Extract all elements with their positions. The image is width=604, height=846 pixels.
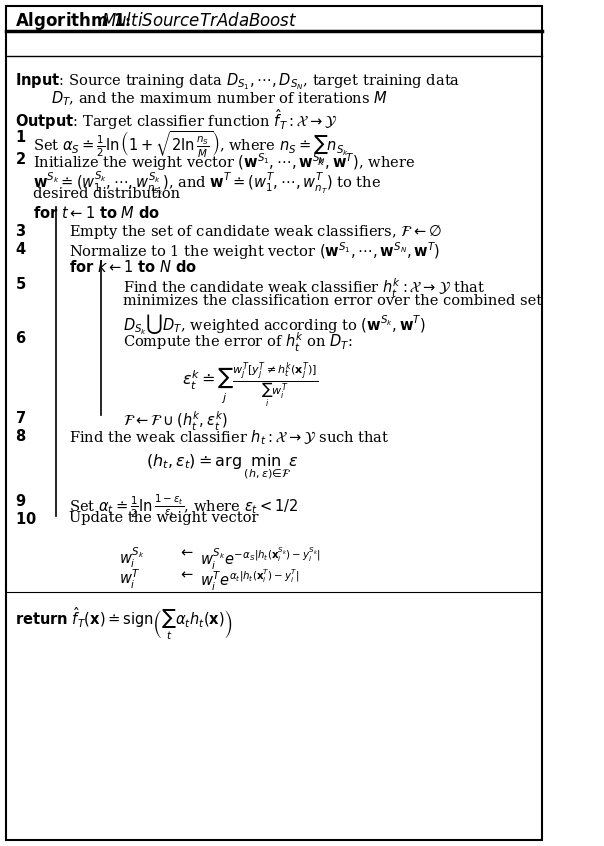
Text: $w_i^Te^{\alpha_t|h_t(\mathbf{x}_i^T)-y_i^T|}$: $w_i^Te^{\alpha_t|h_t(\mathbf{x}_i^T)-y_… — [200, 568, 300, 592]
Text: $\mathbf{9}$: $\mathbf{9}$ — [15, 492, 26, 508]
Text: $w_i^{S_k}e^{-\alpha_S|h_t(\mathbf{x}_i^{S_k})-y_i^{S_k}|}$: $w_i^{S_k}e^{-\alpha_S|h_t(\mathbf{x}_i^… — [200, 546, 321, 572]
Text: Initialize the weight vector $(\mathbf{w}^{S_1},\cdots,\mathbf{w}^{S_N},\mathbf{: Initialize the weight vector $(\mathbf{w… — [33, 151, 415, 173]
Text: Compute the error of $h_t^k$ on $D_T$:: Compute the error of $h_t^k$ on $D_T$: — [123, 330, 353, 354]
Text: $\mathbf{6}$: $\mathbf{6}$ — [15, 330, 27, 346]
Text: $\mathbf{for}\ t\leftarrow 1\ \mathbf{to}\ M\ \mathbf{do}$: $\mathbf{for}\ t\leftarrow 1\ \mathbf{to… — [33, 205, 160, 221]
Text: $\mathbf{7}$: $\mathbf{7}$ — [15, 410, 26, 426]
Text: $w_i^T$: $w_i^T$ — [119, 568, 141, 591]
Text: $w_i^{S_k}$: $w_i^{S_k}$ — [119, 546, 144, 570]
Text: $\it{MultiSourceTrAdaBoost}$: $\it{MultiSourceTrAdaBoost}$ — [101, 13, 297, 30]
Text: Set $\alpha_t\doteq\frac{1}{2}\ln\frac{1-\epsilon_t}{\epsilon_t}$, where $\epsil: Set $\alpha_t\doteq\frac{1}{2}\ln\frac{1… — [69, 492, 298, 520]
Text: $\mathcal{F}\leftarrow\mathcal{F}\cup(h_t^k,\epsilon_t^k)$: $\mathcal{F}\leftarrow\mathcal{F}\cup(h_… — [123, 410, 228, 433]
Text: Empty the set of candidate weak classifiers, $\mathcal{F}\leftarrow\emptyset$: Empty the set of candidate weak classifi… — [69, 222, 442, 240]
Text: $\mathbf{2}$: $\mathbf{2}$ — [15, 151, 26, 167]
Text: $D_T$, and the maximum number of iterations $M$: $D_T$, and the maximum number of iterati… — [51, 89, 388, 107]
Text: $\mathbf{8}$: $\mathbf{8}$ — [15, 428, 26, 444]
Text: $\mathbf{4}$: $\mathbf{4}$ — [15, 240, 27, 256]
Text: $\leftarrow$: $\leftarrow$ — [178, 546, 194, 559]
Text: Find the weak classifier $h_t:\mathcal{X}\rightarrow\mathcal{Y}$ such that: Find the weak classifier $h_t:\mathcal{X… — [69, 428, 390, 447]
Text: $\mathbf{Input}$: Source training data $D_{S_1},\cdots,D_{S_N}$, target training: $\mathbf{Input}$: Source training data $… — [15, 71, 460, 91]
Text: $\mathbf{return}\ \hat{f}_T(\mathbf{x})\doteq\text{sign}\left(\sum_t\alpha_t h_t: $\mathbf{return}\ \hat{f}_T(\mathbf{x})\… — [15, 606, 233, 642]
Text: $(h_t,\epsilon_t)\doteq\arg\min_{(h,\epsilon)\in\mathcal{F}}\epsilon$: $(h_t,\epsilon_t)\doteq\arg\min_{(h,\eps… — [146, 453, 298, 481]
Text: $\mathbf{for}\ k\leftarrow 1\ \mathbf{to}\ N\ \mathbf{do}$: $\mathbf{for}\ k\leftarrow 1\ \mathbf{to… — [69, 259, 198, 275]
Text: $\epsilon_t^k\doteq\sum_j\frac{w_j^T[y_j^T\neq h_t^k(\mathbf{x}_j^T)]}{\sum_i w_: $\epsilon_t^k\doteq\sum_j\frac{w_j^T[y_j… — [182, 360, 318, 409]
Text: $\mathbf{Output}$: Target classifier function $\hat{f}_T:\mathcal{X}\rightarrow\: $\mathbf{Output}$: Target classifier fun… — [15, 107, 338, 132]
Text: $\mathbf{Algorithm\ 1}$:: $\mathbf{Algorithm\ 1}$: — [15, 10, 133, 32]
FancyBboxPatch shape — [6, 7, 542, 839]
Text: Find the candidate weak classifier $h_t^k:\mathcal{X}\rightarrow\mathcal{Y}$ tha: Find the candidate weak classifier $h_t^… — [123, 277, 485, 299]
Text: $\leftarrow$: $\leftarrow$ — [178, 568, 194, 581]
Text: $D_{S_k}\bigcup D_T$, weighted according to $(\mathbf{w}^{S_k},\mathbf{w}^T)$: $D_{S_k}\bigcup D_T$, weighted according… — [123, 312, 426, 337]
Text: Update the weight vector: Update the weight vector — [69, 511, 259, 525]
Text: Normalize to 1 the weight vector $(\mathbf{w}^{S_1},\cdots,\mathbf{w}^{S_N},\mat: Normalize to 1 the weight vector $(\math… — [69, 240, 440, 262]
Text: $\mathbf{3}$: $\mathbf{3}$ — [15, 222, 26, 239]
Text: desired distribution: desired distribution — [33, 187, 180, 201]
Text: Set $\alpha_S\doteq\frac{1}{2}\ln\left(1+\sqrt{2\ln\frac{n_S}{M}}\right)$, where: Set $\alpha_S\doteq\frac{1}{2}\ln\left(1… — [33, 129, 349, 168]
Text: minimizes the classification error over the combined set: minimizes the classification error over … — [123, 294, 542, 309]
Text: $\mathbf{1}$: $\mathbf{1}$ — [15, 129, 26, 145]
Text: $\mathbf{10}$: $\mathbf{10}$ — [15, 511, 37, 527]
Text: $\mathbf{5}$: $\mathbf{5}$ — [15, 277, 26, 293]
Text: $\mathbf{w}^{S_k}\doteq(w_1^{S_k},\cdots,w_{n_{S_k}}^{S_k})$, and $\mathbf{w}^T\: $\mathbf{w}^{S_k}\doteq(w_1^{S_k},\cdots… — [33, 169, 381, 196]
